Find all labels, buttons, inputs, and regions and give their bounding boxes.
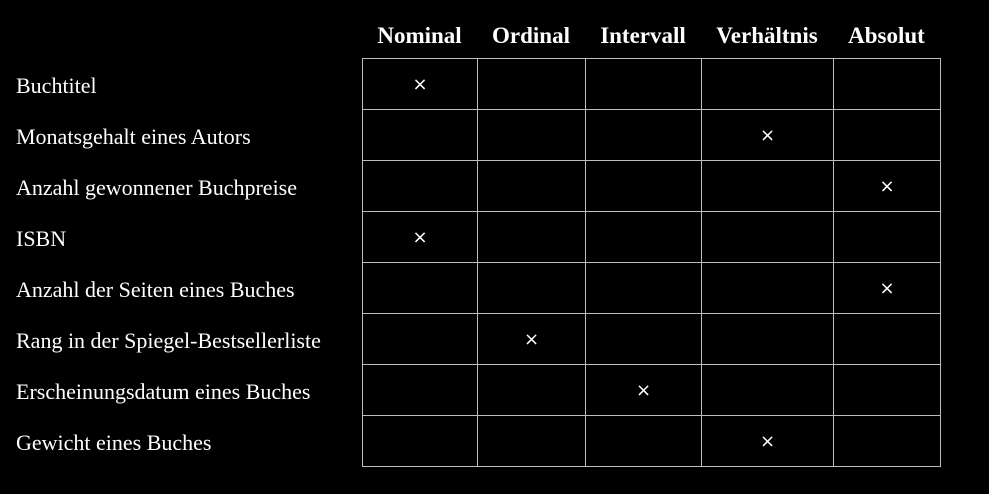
- grid-cell: ×: [833, 262, 941, 314]
- row-label: Monatsgehalt eines Autors: [16, 124, 251, 149]
- grid-body: × × × × × × × ×: [362, 58, 941, 467]
- grid-cell: [833, 415, 941, 467]
- grid-cell: [833, 211, 941, 263]
- grid-cell: [701, 58, 834, 110]
- grid-cell: [701, 364, 834, 416]
- grid-cell: [477, 211, 586, 263]
- grid-cell: [585, 211, 702, 263]
- row-label: Erscheinungsdatum eines Buches: [16, 379, 311, 404]
- grid-cell: [701, 160, 834, 212]
- cross-mark-icon: ×: [759, 430, 776, 452]
- scale-grid: × × × × × × × ×: [362, 58, 941, 467]
- column-header-intervall: Intervall: [600, 23, 686, 48]
- grid-row: ×: [362, 262, 941, 314]
- grid-cell: ×: [477, 313, 586, 365]
- grid-cell: ×: [585, 364, 702, 416]
- grid-cell: [477, 415, 586, 467]
- grid-cell: ×: [701, 415, 834, 467]
- grid-cell: [477, 58, 586, 110]
- grid-row: ×: [362, 109, 941, 161]
- cross-mark-icon: ×: [879, 277, 895, 299]
- grid-cell: [701, 262, 834, 314]
- column-header-verhaeltnis: Verhältnis: [716, 23, 818, 48]
- grid-cell: [477, 160, 586, 212]
- grid-cell: [362, 415, 478, 467]
- grid-cell: ×: [362, 58, 478, 110]
- grid-cell: [585, 415, 702, 467]
- grid-cell: [362, 109, 478, 161]
- grid-cell: [585, 58, 702, 110]
- grid-cell: [477, 364, 586, 416]
- row-label: Rang in der Spiegel-Bestsellerliste: [16, 328, 321, 353]
- grid-cell: [833, 313, 941, 365]
- grid-cell: [701, 211, 834, 263]
- cross-mark-icon: ×: [412, 73, 428, 95]
- column-header-ordinal: Ordinal: [492, 23, 570, 48]
- grid-cell: [362, 364, 478, 416]
- grid-cell: [701, 313, 834, 365]
- cross-mark-icon: ×: [759, 124, 776, 146]
- grid-cell: [833, 58, 941, 110]
- grid-cell: ×: [362, 211, 478, 263]
- grid-cell: [585, 160, 702, 212]
- grid-row: ×: [362, 211, 941, 263]
- row-label: Anzahl gewonnener Buchpreise: [16, 175, 298, 200]
- grid-cell: [585, 313, 702, 365]
- grid-cell: [477, 109, 586, 161]
- grid-cell: [833, 364, 941, 416]
- grid-cell: [585, 109, 702, 161]
- cross-mark-icon: ×: [879, 175, 895, 197]
- row-label: Gewicht eines Buches: [16, 430, 212, 455]
- grid-row: ×: [362, 313, 941, 365]
- grid-row: ×: [362, 415, 941, 467]
- grid-cell: ×: [701, 109, 834, 161]
- grid-row: ×: [362, 58, 941, 110]
- grid-cell: [362, 262, 478, 314]
- grid-row: ×: [362, 160, 941, 212]
- grid-row: ×: [362, 364, 941, 416]
- column-header-nominal: Nominal: [377, 23, 462, 48]
- row-label: Anzahl der Seiten eines Buches: [16, 277, 295, 302]
- row-label: ISBN: [16, 226, 67, 251]
- grid-cell: ×: [833, 160, 941, 212]
- grid-cell: [585, 262, 702, 314]
- grid-cell: [362, 160, 478, 212]
- grid-cell: [362, 313, 478, 365]
- cross-mark-icon: ×: [635, 379, 652, 401]
- row-label: Buchtitel: [16, 73, 97, 98]
- cross-mark-icon: ×: [412, 226, 428, 248]
- cross-mark-icon: ×: [523, 328, 540, 350]
- grid-cell: [833, 109, 941, 161]
- column-header-absolut: Absolut: [848, 23, 925, 48]
- grid-cell: [477, 262, 586, 314]
